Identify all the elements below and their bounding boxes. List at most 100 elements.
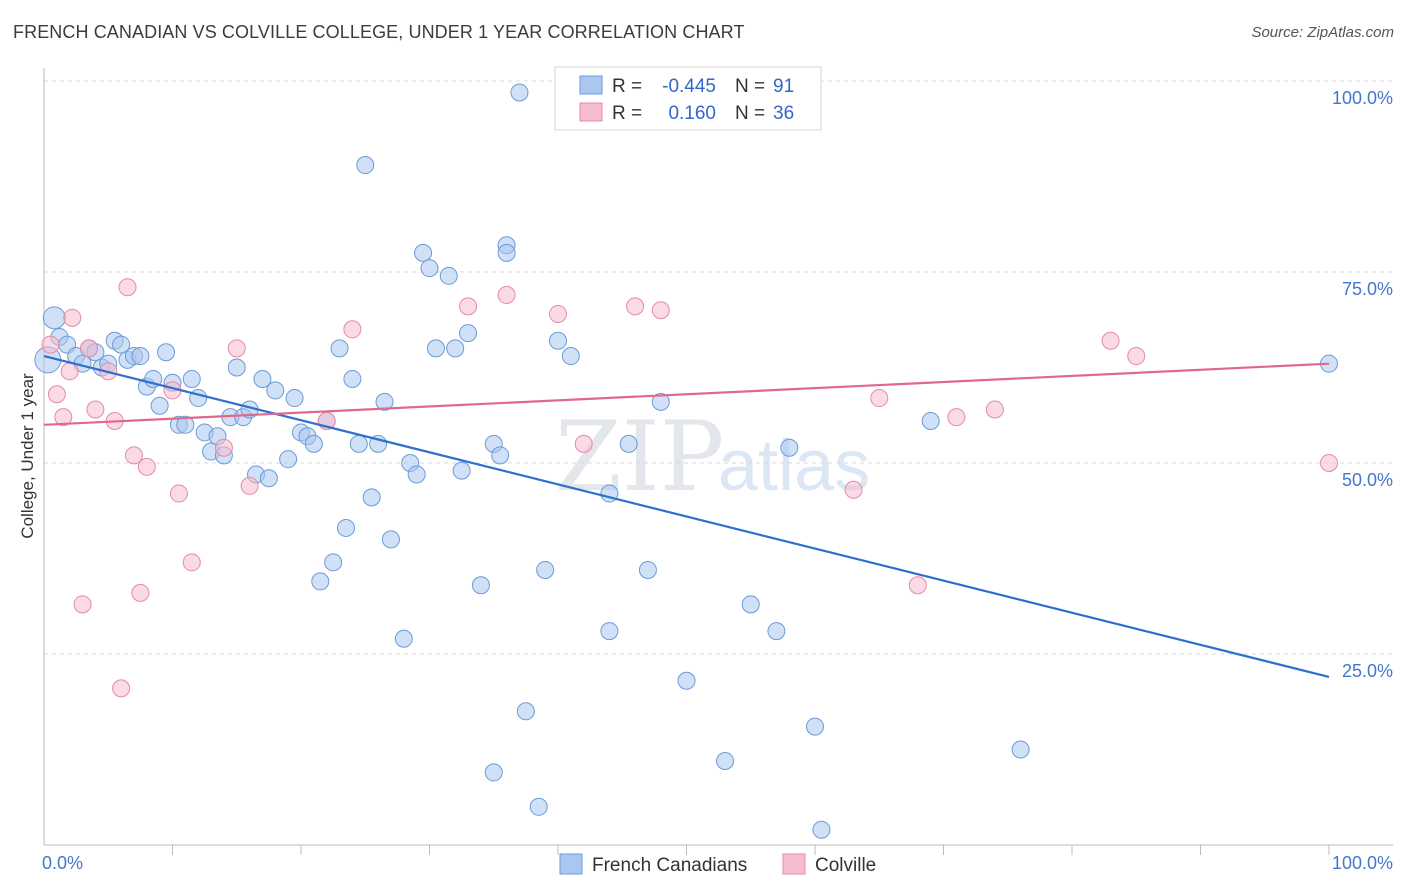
point-french-canadians-11 [112, 335, 131, 354]
point-colville-14 [137, 457, 156, 476]
point-french-canadians-49 [362, 488, 381, 507]
point-french-canadians-44 [330, 339, 349, 358]
x-tick-label-min: 0.0% [42, 853, 83, 873]
series-legend: French Canadians Colville [559, 853, 876, 876]
y-tick-labels: 100.0% 75.0% 50.0% 25.0% [1332, 88, 1393, 681]
point-french-canadians-86 [812, 820, 831, 839]
point-french-canadians-68 [510, 83, 529, 102]
point-colville-24 [497, 285, 516, 304]
point-french-canadians-87 [921, 411, 940, 430]
stats-r-value-french-canadians: -0.445 [662, 76, 716, 97]
point-french-canadians-71 [529, 797, 548, 816]
stats-r-label-french-canadians: R = [612, 76, 642, 97]
point-french-canadians-85 [806, 717, 824, 736]
point-french-canadians-67 [497, 243, 516, 262]
point-french-canadians-17 [150, 396, 169, 415]
point-colville-30 [844, 480, 863, 499]
point-french-canadians-46 [343, 369, 362, 388]
point-french-canadians-63 [471, 576, 490, 595]
point-french-canadians-84 [780, 438, 799, 457]
point-colville-19 [227, 339, 246, 358]
point-french-canadians-73 [549, 331, 567, 350]
point-french-canadians-43 [324, 553, 343, 572]
point-french-canadians-81 [716, 751, 735, 770]
point-colville-28 [651, 301, 670, 320]
point-french-canadians-78 [638, 560, 657, 579]
point-colville-26 [574, 434, 593, 453]
point-french-canadians-36 [279, 450, 298, 469]
point-french-canadians-88 [1011, 740, 1030, 759]
chart-source: Source: ZipAtlas.com [1251, 24, 1394, 41]
point-french-canadians-70 [484, 763, 503, 782]
point-colville-11 [118, 278, 137, 297]
point-french-canadians-77 [619, 434, 638, 453]
y-tick-label-100: 100.0% [1332, 88, 1393, 108]
point-french-canadians-55 [407, 465, 426, 484]
point-french-canadians-61 [452, 461, 471, 480]
point-colville-37 [1320, 454, 1338, 472]
stats-r-label-colville: R = [612, 103, 642, 124]
stats-r-value-colville: 0.160 [668, 103, 716, 124]
point-french-canadians-72 [536, 560, 555, 579]
point-french-canadians-59 [439, 266, 458, 285]
gridlines [44, 80, 1393, 655]
point-french-canadians-48 [356, 156, 375, 175]
point-french-canadians-45 [336, 518, 355, 537]
stats-legend-swatch-colville [579, 102, 603, 122]
point-french-canadians-80 [677, 671, 696, 690]
point-french-canadians-60 [446, 339, 465, 358]
x-tick-label-max: 100.0% [1332, 853, 1393, 873]
point-french-canadians-82 [741, 595, 760, 614]
stats-legend-swatch-french-canadians [579, 75, 603, 95]
point-french-canadians-34 [259, 469, 278, 488]
point-colville-25 [549, 305, 567, 324]
point-colville-3 [60, 362, 79, 381]
stats-n-label-colville: N = [735, 103, 765, 124]
trend-line-colville [43, 362, 1330, 426]
point-french-canadians-40 [304, 434, 323, 453]
point-french-canadians-83 [767, 622, 786, 641]
legend-label-colville: Colville [815, 855, 876, 876]
point-french-canadians-65 [491, 446, 510, 465]
point-colville-22 [343, 320, 362, 339]
point-colville-1 [47, 385, 66, 404]
point-french-canadians-79 [651, 392, 670, 411]
stats-n-label-french-canadians: N = [735, 76, 765, 97]
legend-swatch-colville [782, 853, 806, 875]
point-colville-32 [908, 576, 927, 595]
stats-n-value-colville: 36 [773, 103, 794, 124]
y-axis-title: College, Under 1 year [18, 373, 37, 539]
point-colville-35 [1101, 331, 1120, 350]
point-french-canadians-57 [420, 259, 439, 278]
point-colville-16 [169, 484, 188, 503]
point-colville-7 [86, 400, 105, 419]
point-colville-10 [112, 679, 131, 698]
point-colville-5 [73, 595, 92, 614]
y-tick-label-25: 25.0% [1342, 661, 1393, 681]
point-french-canadians-52 [381, 530, 400, 549]
point-french-canadians-51 [375, 392, 394, 411]
point-colville-31 [870, 389, 889, 408]
point-french-canadians-18 [157, 343, 176, 362]
point-french-canadians-74 [561, 347, 580, 366]
point-colville-12 [124, 446, 143, 465]
trend-line-french-canadians [43, 354, 1330, 678]
legend-label-french-canadians: French Canadians [592, 855, 747, 876]
point-colville-18 [214, 438, 233, 457]
point-colville-34 [985, 400, 1004, 419]
point-french-canadians-1 [42, 306, 66, 330]
legend-swatch-french-canadians [559, 853, 583, 875]
point-french-canadians-47 [349, 434, 368, 453]
watermark-zip: ZIP [555, 401, 724, 513]
point-colville-17 [182, 553, 201, 572]
stats-n-value-french-canadians: 91 [773, 76, 794, 97]
point-colville-36 [1127, 347, 1146, 366]
point-colville-2 [54, 408, 73, 427]
point-french-canadians-76 [600, 622, 619, 641]
point-colville-33 [947, 408, 966, 427]
point-french-canadians-53 [394, 629, 413, 648]
y-tick-label-50: 50.0% [1342, 470, 1393, 490]
stats-legend: R = -0.445 N = 91 R = 0.160 N = 36 [554, 66, 822, 131]
point-colville-13 [131, 583, 150, 602]
